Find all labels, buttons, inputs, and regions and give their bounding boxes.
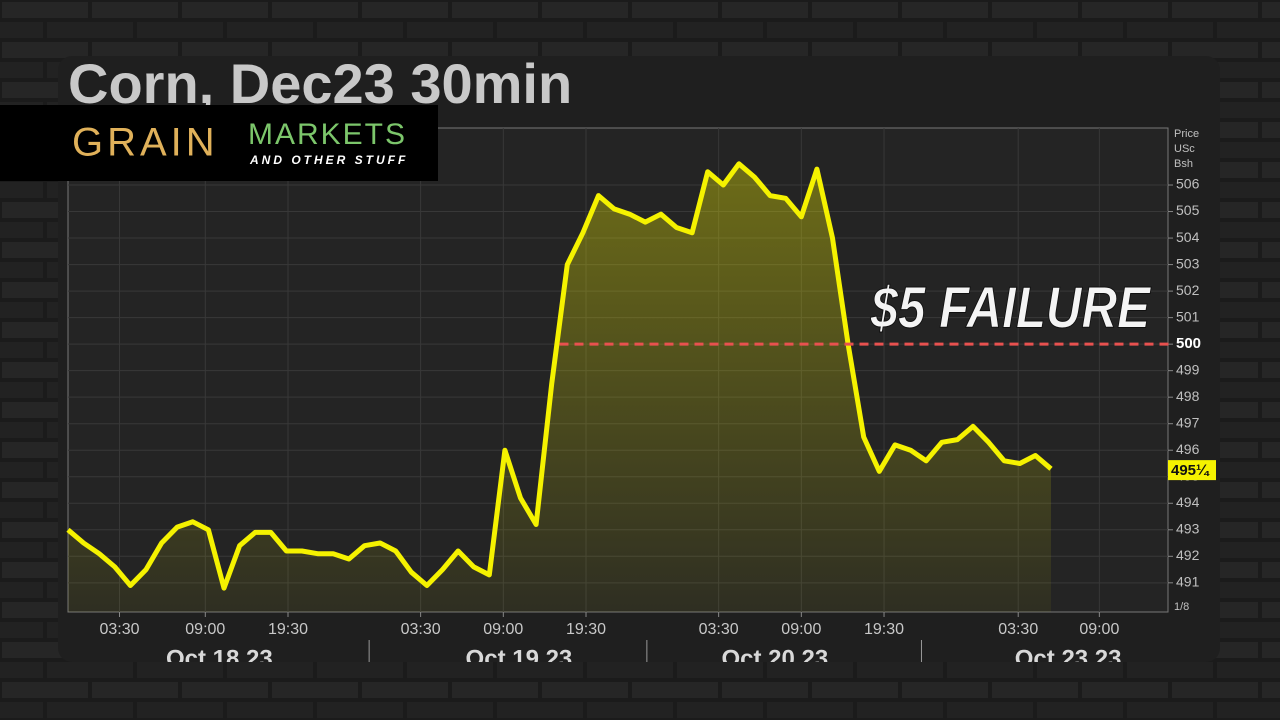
tick-size-label: 1/8 bbox=[1174, 601, 1189, 613]
y-axis-label: Price bbox=[1174, 128, 1199, 140]
y-tick-label: 505 bbox=[1176, 202, 1200, 218]
x-tick-label: 09:00 bbox=[781, 621, 821, 638]
y-tick-label: 496 bbox=[1176, 441, 1200, 457]
y-tick-label: 494 bbox=[1176, 494, 1200, 510]
y-axis-label: Bsh bbox=[1174, 158, 1193, 170]
y-tick-label: 501 bbox=[1176, 308, 1200, 324]
x-tick-label: 03:30 bbox=[699, 621, 739, 638]
logo-bg bbox=[0, 105, 438, 181]
date-label: Oct 20 23 bbox=[721, 645, 828, 672]
last-price-label: 495¼ bbox=[1171, 462, 1210, 479]
x-tick-label: 03:30 bbox=[998, 621, 1038, 638]
y-tick-label: 498 bbox=[1176, 388, 1200, 404]
y-tick-label: 503 bbox=[1176, 255, 1200, 271]
logo: GRAIN MARKETS AND OTHER STUFF bbox=[0, 105, 438, 181]
logo-name-left: GRAIN bbox=[72, 121, 219, 165]
x-tick-label: 03:30 bbox=[99, 621, 139, 638]
x-tick-label: 19:30 bbox=[566, 621, 606, 638]
reference-label: 500 bbox=[1176, 335, 1201, 352]
y-tick-label: 499 bbox=[1176, 361, 1200, 377]
x-tick-label: 03:30 bbox=[401, 621, 441, 638]
annotation: $5 FAILURE bbox=[870, 276, 1152, 341]
last-price-tag bbox=[1168, 460, 1216, 481]
x-tick-label: 19:30 bbox=[864, 621, 904, 638]
date-label: Oct 23 23 bbox=[1015, 645, 1122, 672]
date-label: Oct 19 23 bbox=[466, 645, 573, 672]
y-tick-label: 491 bbox=[1176, 574, 1200, 590]
plot: 4914924934944954964974984995015025035045… bbox=[66, 128, 1216, 672]
chart-title: Corn, Dec23 30min bbox=[68, 52, 572, 115]
date-label: Oct 18 23 bbox=[166, 645, 273, 672]
x-tick-label: 19:30 bbox=[268, 621, 308, 638]
y-tick-label: 492 bbox=[1176, 547, 1200, 563]
series-area bbox=[68, 163, 1051, 613]
y-tick-label: 493 bbox=[1176, 520, 1200, 536]
y-tick-label: 502 bbox=[1176, 282, 1200, 298]
y-tick-label: 504 bbox=[1176, 229, 1200, 245]
y-tick-label: 497 bbox=[1176, 414, 1200, 430]
x-tick-label: 09:00 bbox=[185, 621, 225, 638]
y-axis-label: USc bbox=[1174, 143, 1195, 155]
x-tick-label: 09:00 bbox=[1079, 621, 1119, 638]
x-tick-label: 09:00 bbox=[483, 621, 523, 638]
logo-name-right: MARKETS bbox=[248, 118, 407, 151]
y-tick-label: 506 bbox=[1176, 176, 1200, 192]
series-line bbox=[66, 161, 1053, 591]
logo-tagline: AND OTHER STUFF bbox=[249, 153, 408, 167]
